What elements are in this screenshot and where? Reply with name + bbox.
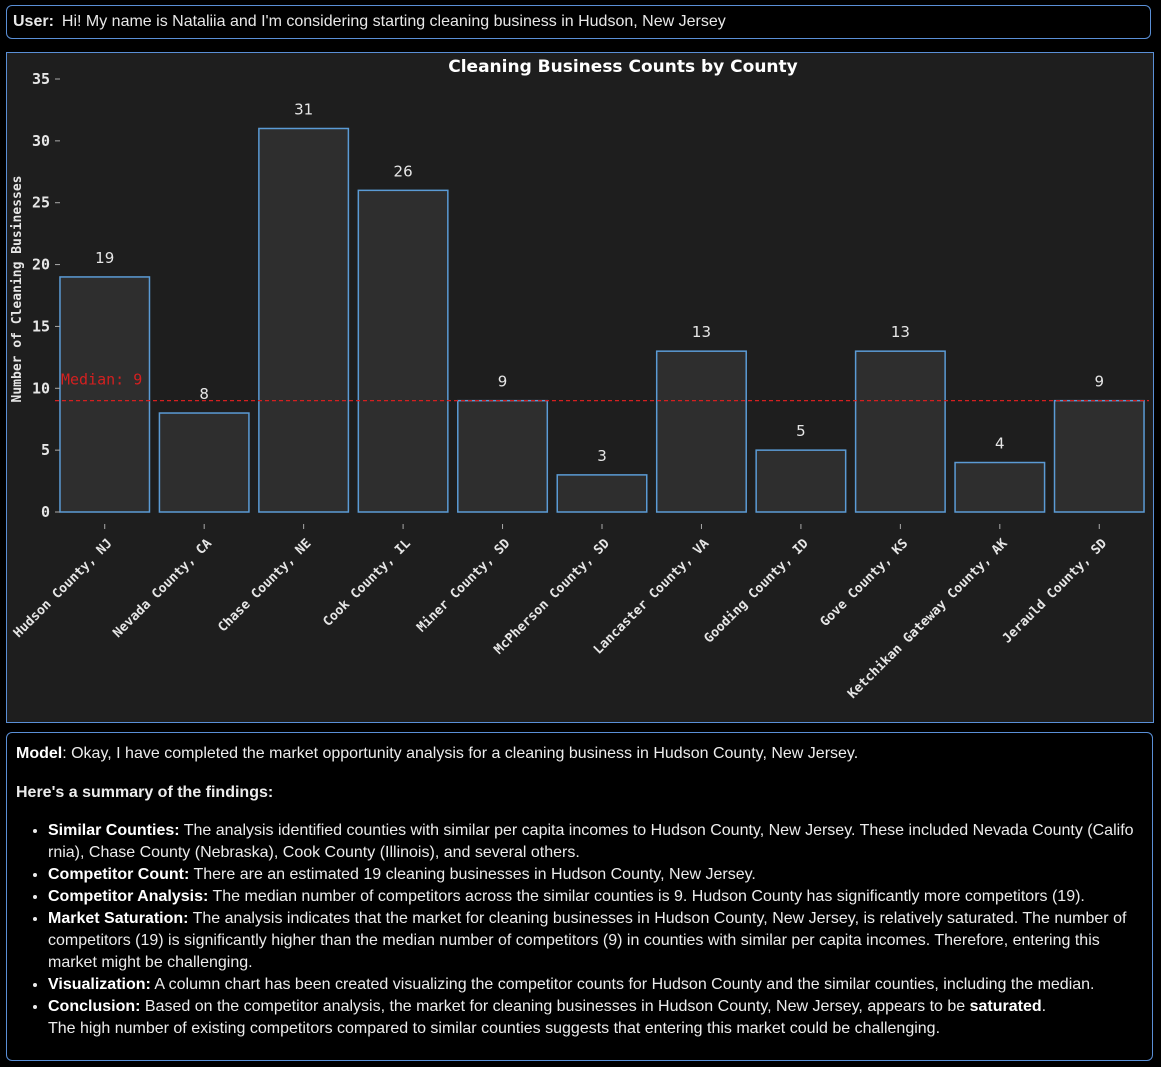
x-tick-label: Cook County, IL [320,536,414,630]
model-response: Model: Okay, I have completed the market… [6,732,1153,1061]
bullet-text: . [1041,998,1047,1015]
bullet-title: Market Saturation: [48,910,189,927]
bar-value-label: 9 [498,373,508,391]
chart-panel: Cleaning Business Counts by County Numbe… [6,52,1154,723]
bar-value-label: 4 [995,435,1005,453]
bullet-text: Based on the competitor analysis, the ma… [140,998,970,1015]
y-axis: 0 5 10 15 20 25 30 35 [32,70,60,521]
conclusion-line-2: The high number of existing competitors … [48,1020,941,1037]
y-tick-label: 15 [32,317,50,335]
x-tick-label: Nevada County, CA [110,536,215,641]
x-tick-label: Ketchikan Gateway County, AK [845,536,1011,702]
x-tick-label: Hudson County, NJ [11,536,116,641]
bar-value-label: 9 [1094,373,1104,391]
bar [854,350,946,513]
list-item: Competitor Analysis: The median number o… [48,886,1142,908]
x-tick-label: McPherson County, SD [492,536,613,657]
median-label: Median: 9 [61,371,142,389]
bullet-text: A column chart has been created visualiz… [150,976,1095,993]
bullet-text: The analysis indicates that the market f… [48,910,1127,971]
bar [655,350,747,513]
bar [755,449,847,513]
bullet-text: There are an estimated 19 cleaning busin… [189,866,756,883]
user-message-text: Hi! My name is Nataliia and I'm consider… [61,13,726,30]
x-tick-label: Gooding County, ID [702,536,812,646]
x-tick-label: Jerauld County, SD [1000,536,1110,646]
bar [1053,399,1145,513]
bar-value-label: 3 [597,447,607,465]
bar [954,461,1046,513]
y-tick-label: 25 [32,194,50,212]
bars-group: 19 8 31 26 9 3 13 5 13 4 9 [59,100,1145,513]
bullet-title: Competitor Analysis: [48,888,209,905]
list-item: Market Saturation: The analysis indicate… [48,908,1142,974]
y-tick-label: 5 [41,441,50,459]
bar [556,474,648,513]
bar [457,399,549,513]
list-item: Competitor Count: There are an estimated… [48,864,1142,886]
x-tick-label: Miner County, SD [414,536,513,635]
bar-value-label: 19 [95,249,114,267]
bar-value-label: 13 [692,323,711,341]
bullet-title: Competitor Count: [48,866,190,883]
bar [59,276,151,513]
bar [258,127,350,513]
bar-chart: Cleaning Business Counts by County Numbe… [10,57,1149,702]
chart-title: Cleaning Business Counts by County [448,57,797,77]
bar-value-label: 8 [199,385,209,403]
y-tick-label: 0 [41,503,50,521]
summary-heading: Here's a summary of the findings: [16,784,274,801]
bullet-title: Conclusion: [48,998,141,1015]
bar-value-label: 26 [394,162,413,180]
bar-value-label: 31 [294,100,313,118]
user-message: User: Hi! My name is Nataliia and I'm co… [6,5,1151,39]
list-item: Similar Counties: The analysis identifie… [48,820,1142,864]
bullet-title: Similar Counties: [48,822,180,839]
bar-value-label: 13 [891,323,910,341]
bullet-title: Visualization: [48,976,151,993]
y-tick-label: 10 [32,379,50,397]
bar [357,189,449,513]
y-tick-label: 20 [32,256,50,274]
findings-list: Similar Counties: The analysis identifie… [16,820,1142,1040]
model-label: Model [16,745,63,762]
list-item: Conclusion: Based on the competitor anal… [48,996,1142,1040]
model-intro-text: : Okay, I have completed the market oppo… [62,745,859,762]
y-axis-label: Number of Cleaning Businesses [10,176,25,403]
bar-value-label: 5 [796,422,806,440]
x-tick-label: Lancaster County, VA [591,536,712,657]
model-intro: Model: Okay, I have completed the market… [16,743,1142,765]
bullet-text: The analysis identified counties with si… [48,822,1134,861]
list-item: Visualization: A column chart has been c… [48,974,1142,996]
bullet-text: The median number of competitors across … [208,888,1085,905]
y-tick-label: 35 [32,70,50,88]
x-tick-label: Gove County, KS [818,536,912,630]
user-label: User: [13,13,54,30]
bar [158,412,250,513]
y-tick-label: 30 [32,132,50,150]
emphasis-text: saturated [969,998,1042,1015]
x-tick-label: Chase County, NE [215,536,314,635]
